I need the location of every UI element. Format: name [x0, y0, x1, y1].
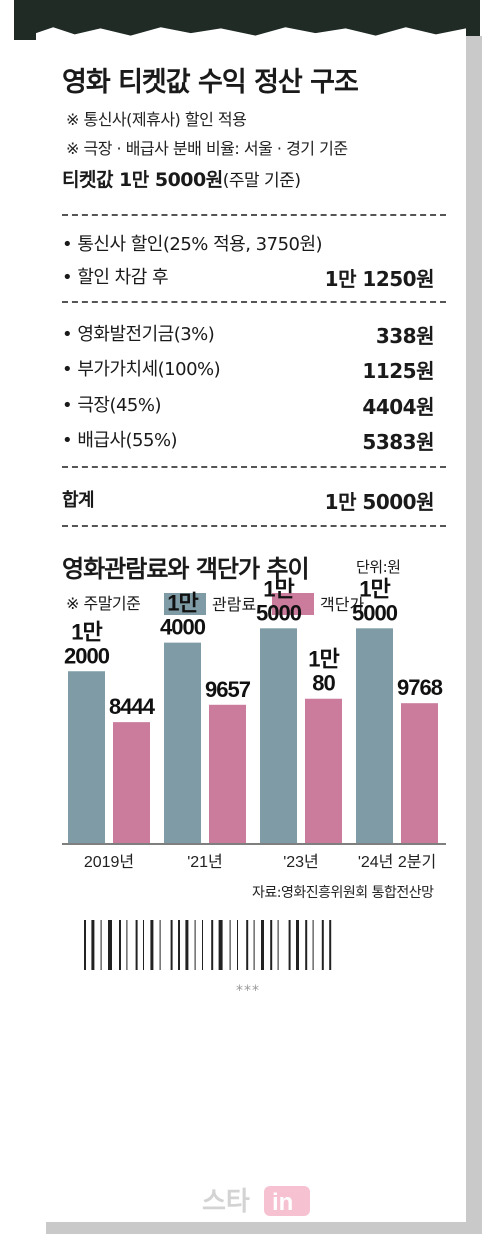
barcode-bar	[91, 920, 95, 970]
legend-label-per-capita: 객단가	[320, 595, 365, 614]
data-label-fare-2: 1만 5000	[256, 576, 302, 625]
row-theater: • 극장(45%) 4404원	[62, 391, 434, 419]
barcode-bar	[218, 920, 223, 970]
barcode-bar	[329, 920, 332, 970]
row-label: • 배급사(55%)	[62, 430, 178, 451]
barcode-graphic	[84, 920, 332, 970]
data-label-per-capita-1: 9657	[205, 677, 251, 702]
barcode-bar	[202, 920, 203, 970]
row-value: 1만 5000원	[324, 490, 435, 514]
row-label: • 할인 차감 후	[62, 267, 169, 288]
svg-text:스타: 스타	[202, 1186, 250, 1216]
barcode-bar	[261, 920, 264, 970]
barcode-bar	[108, 920, 112, 970]
barcode-bar	[246, 920, 249, 970]
barcode-bar	[312, 920, 314, 970]
starin-logo: 스타 in	[202, 1186, 310, 1216]
legend-label-fare: 관람료	[212, 595, 257, 614]
barcode-bar	[178, 920, 180, 970]
barcode-bar	[126, 920, 128, 970]
legend-swatch-fare	[164, 593, 206, 615]
barcode-bar	[150, 920, 154, 970]
data-label-fare-3: 1만 5000	[352, 576, 398, 625]
source-note: 자료:영화진흥위원회 통합전산망	[252, 885, 434, 901]
ticket-price-sub: (주말 기준)	[222, 171, 301, 191]
note-split-ratio: ※ 극장 · 배급사 분배 비율: 서울 · 경기 기준	[66, 139, 348, 158]
barcode-bar	[296, 920, 299, 970]
chart-unit-label: 단위:원	[356, 558, 401, 576]
divider-2	[62, 301, 446, 303]
row-label: • 부가가치세(100%)	[62, 359, 221, 380]
bar-per-capita-0	[113, 722, 150, 843]
bar-fare-1	[164, 642, 201, 843]
row-label: • 통신사 할인(25% 적용, 3750원)	[62, 234, 323, 255]
barcode-bar	[288, 920, 291, 970]
barcode-bar	[100, 920, 102, 970]
row-value: 4404원	[362, 395, 434, 419]
svg-text:in: in	[272, 1189, 293, 1216]
ticket-price-main: 티켓값 1만 5000원	[62, 169, 223, 191]
barcode-bar	[159, 920, 161, 970]
ticket-price: 티켓값 1만 5000원(주말 기준)	[62, 165, 301, 192]
barcode-bar	[194, 920, 196, 970]
row-value: 1만 1250원	[324, 267, 435, 291]
x-tick-label-2: '23년	[283, 853, 319, 871]
data-label-per-capita-2: 1만 80	[308, 647, 339, 696]
barcode-bar	[170, 920, 173, 970]
barcode-bar	[253, 920, 255, 970]
data-label-per-capita-0: 8444	[109, 694, 156, 719]
row-distributor: • 배급사(55%) 5383원	[62, 426, 434, 454]
divider-3	[62, 466, 446, 468]
bar-fare-0	[68, 671, 105, 843]
barcode-bar	[270, 920, 273, 970]
receipt-paper	[36, 27, 466, 1222]
bar-per-capita-1	[209, 704, 246, 843]
barcode-bar	[321, 920, 324, 970]
divider-1	[62, 214, 446, 216]
footer-stars: ***	[236, 983, 260, 999]
barcode-bar	[229, 920, 231, 970]
barcode-bar	[143, 920, 144, 970]
data-label-per-capita-3: 9768	[397, 675, 443, 700]
divider-4	[62, 525, 446, 527]
x-tick-label-1: '21년	[187, 853, 223, 871]
row-film-fund: • 영화발전기금(3%) 338원	[62, 320, 435, 348]
row-telecom-discount: • 통신사 할인(25% 적용, 3750원)	[62, 230, 434, 256]
bar-per-capita-2	[305, 698, 342, 843]
row-value: 5383원	[362, 430, 434, 454]
row-label: 합계	[62, 490, 95, 511]
row-total: 합계 1만 5000원	[62, 486, 435, 514]
row-label: • 극장(45%)	[62, 395, 162, 416]
x-tick-label-3: '24년 2분기	[358, 853, 436, 871]
note-discount: ※ 통신사(제휴사) 할인 적용	[66, 110, 247, 129]
barcode-bar	[185, 920, 189, 970]
row-label: • 영화발전기금(3%)	[62, 324, 215, 345]
data-label-fare-1: 1만 4000	[160, 591, 206, 640]
barcode-bar	[211, 920, 214, 970]
row-vat: • 부가가치세(100%) 1125원	[62, 355, 434, 383]
legend-note: ※ 주말기준	[66, 594, 141, 613]
x-tick-label-0: 2019년	[84, 853, 134, 871]
page-title: 영화 티켓값 수익 정산 구조	[62, 67, 359, 98]
bar-fare-2	[260, 628, 297, 843]
barcode-bar	[237, 920, 238, 970]
barcode-bar	[135, 920, 138, 970]
barcode-bar	[119, 920, 121, 970]
data-label-fare-0: 1만 2000	[64, 619, 110, 668]
bar-fare-3	[356, 628, 393, 843]
chart-title: 영화관람료와 객단가 추이	[62, 555, 310, 583]
barcode-bar	[84, 920, 86, 970]
row-value: 1125원	[362, 359, 434, 383]
legend-swatch-per-capita	[272, 593, 314, 615]
row-after-discount: • 할인 차감 후 1만 1250원	[62, 263, 435, 291]
row-value: 338원	[375, 324, 435, 348]
barcode-bar	[305, 920, 308, 970]
bar-per-capita-3	[401, 703, 438, 843]
barcode-bar	[277, 920, 279, 970]
